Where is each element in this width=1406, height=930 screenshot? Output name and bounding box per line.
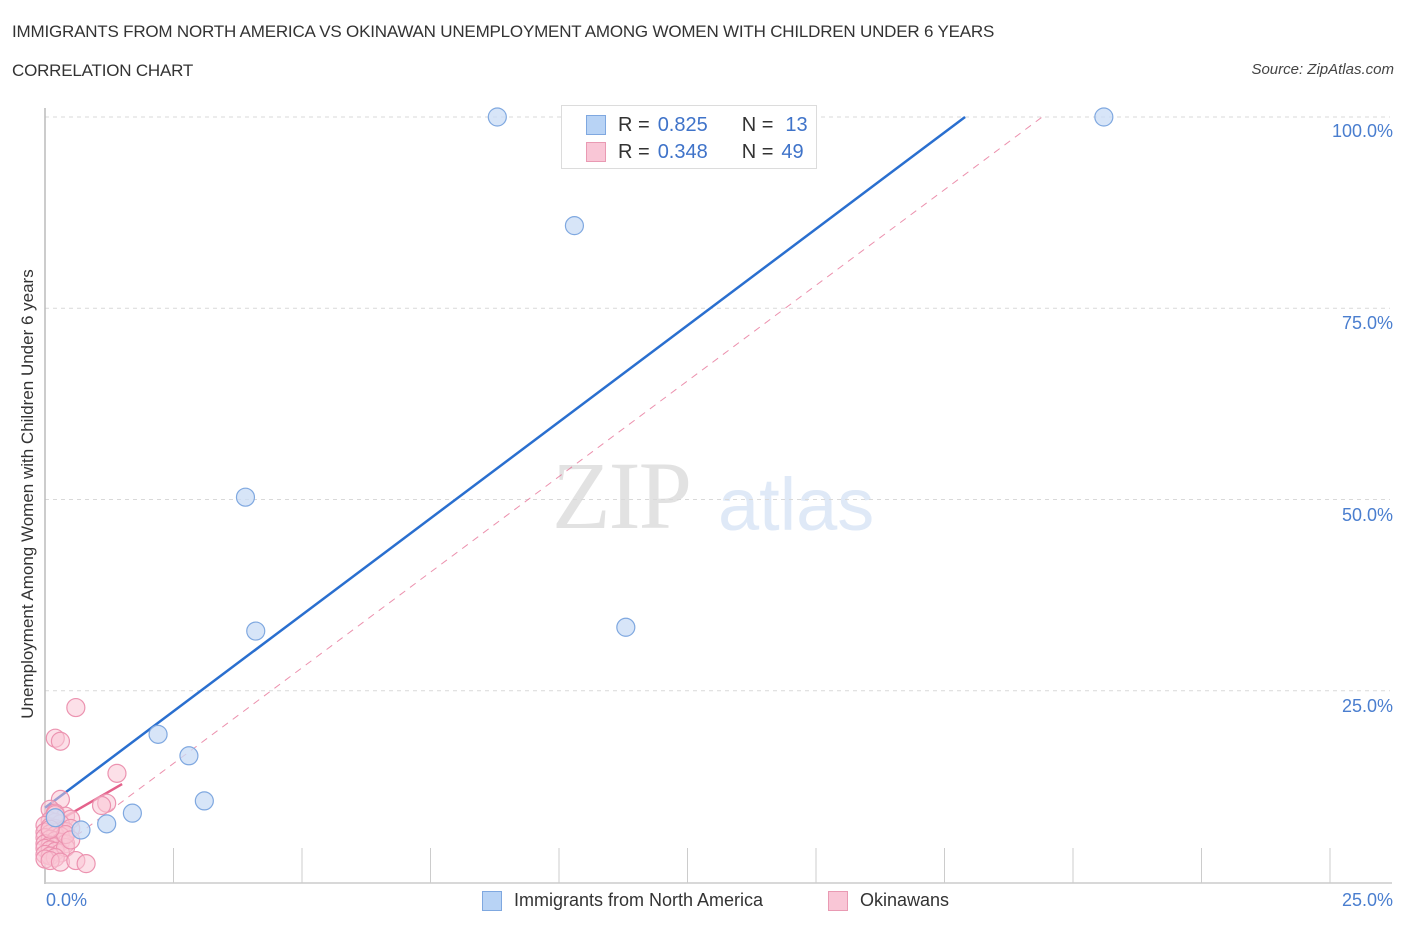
gridlines: [45, 116, 1390, 692]
watermark-atlas: atlas: [718, 463, 875, 546]
correlation-legend: R = 0.825 N = 13 R = 0.348 N = 49: [561, 105, 817, 169]
immigrants-point: [71, 820, 91, 840]
axes: [44, 108, 1392, 884]
y-tick-100: 100.0%: [1331, 121, 1393, 141]
source-label: Source: ZipAtlas.com: [1251, 61, 1394, 78]
okinawans-point: [107, 763, 127, 783]
immigrants-point: [487, 107, 507, 127]
immigrants-point: [97, 814, 117, 834]
r-label: R =: [618, 113, 650, 136]
y-tick-75: 75.0%: [1341, 313, 1393, 333]
trend-lines: [44, 116, 1043, 860]
pink-swatch-icon: [586, 142, 606, 162]
legend-item-okinawans[interactable]: Okinawans: [828, 890, 949, 911]
y-tick-25: 25.0%: [1341, 696, 1393, 716]
n-value-immigrants: 13: [785, 113, 808, 136]
watermark-zip: ZIP: [552, 442, 692, 549]
immigrants-point: [246, 621, 266, 641]
immigrants-point: [564, 216, 585, 236]
immigrants-points: [45, 107, 1114, 840]
n-label: N =: [741, 140, 774, 163]
blue-swatch-icon: [586, 115, 606, 135]
chart-subtitle: CORRELATION CHART: [12, 61, 194, 80]
okinawans-point: [91, 795, 112, 816]
immigrants-point: [45, 808, 65, 828]
legend-label-immigrants: Immigrants from North America: [514, 890, 764, 910]
r-label: R =: [618, 140, 650, 163]
n-label: N =: [741, 113, 774, 136]
immigrants-point: [122, 803, 142, 823]
n-value-okinawans: 49: [781, 140, 804, 163]
legend-item-immigrants[interactable]: Immigrants from North America: [482, 890, 763, 911]
x-tick-25: 25.0%: [1341, 890, 1393, 910]
immigrants-point: [616, 617, 636, 637]
blue-swatch-icon: [482, 890, 502, 911]
okinawans-points: [35, 697, 127, 874]
okinawans-point: [50, 731, 71, 751]
legend-row-okinawans: R = 0.348 N = 49: [586, 139, 804, 165]
immigrants-point: [148, 724, 168, 744]
chart-title: IMMIGRANTS FROM NORTH AMERICA VS OKINAWA…: [12, 22, 995, 41]
y-axis-label: Unemployment Among Women with Children U…: [18, 269, 37, 719]
legend-row-immigrants: R = 0.825 N = 13: [586, 112, 808, 138]
immigrants-point: [1094, 107, 1114, 127]
legend-label-okinawans: Okinawans: [860, 890, 950, 910]
immigrants-point: [194, 791, 214, 811]
y-tick-50: 50.0%: [1341, 505, 1393, 525]
r-value-immigrants: 0.825: [657, 113, 708, 136]
x-tick-0: 0.0%: [46, 890, 88, 910]
pink-swatch-icon: [828, 890, 848, 911]
okinawans-point: [66, 697, 86, 718]
okinawans-point: [76, 854, 96, 874]
immigrants-point: [179, 746, 199, 766]
r-value-okinawans: 0.348: [657, 140, 708, 163]
immigrants-point: [235, 487, 256, 507]
